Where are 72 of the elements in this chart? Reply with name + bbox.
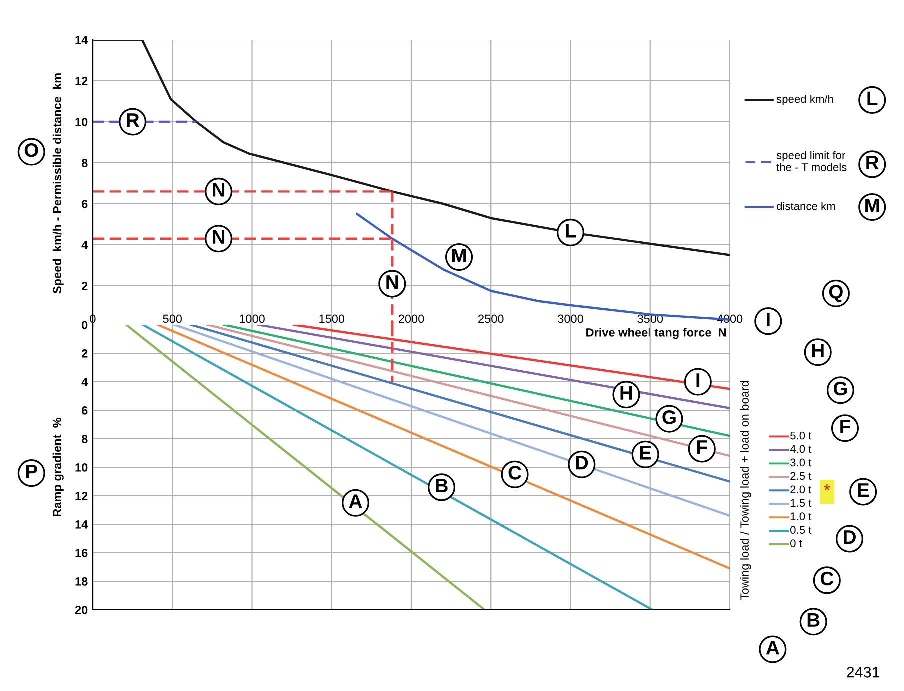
y-tick-label: 2 [82,282,88,290]
annotation: A [349,494,362,508]
y-tick-label: 10 [76,464,88,472]
legend-label: 1.0 t [790,512,812,521]
text: H [812,344,824,358]
text: P [26,464,38,478]
x-tick-label: 500 [163,314,182,324]
y-tick-label: 12 [76,492,88,500]
legend-label: 0 t [790,540,802,548]
y-tick-label: 6 [82,200,88,208]
y-axis-title: Speed km/h - Permissible distance km [52,74,64,294]
y-tick-label: 6 [82,406,88,415]
annotation: D [576,456,588,470]
y-tick-label: 8 [82,435,88,444]
y-tick-label: 14 [76,520,88,529]
annotation: B [436,479,448,492]
legend-label: 4.0 t [790,445,812,454]
x-tick-label: 2500 [478,314,504,324]
annotation: N [213,183,225,197]
x-tick-label: 3000 [558,314,584,324]
text: C [820,572,834,586]
x-axis-title: Drive wheel tang force N [586,328,726,340]
y-tick-label: 0 [82,321,88,330]
text: 2431 [847,667,880,678]
legend-label: 2.0 t [790,486,812,494]
text: G [834,382,848,396]
text: A [766,641,780,655]
text: I [767,312,770,326]
text: O [24,143,38,158]
legend-label: distance km [777,202,836,210]
text: * [824,484,830,491]
annotation: L [566,224,576,238]
legend-label: 3.0 t [790,458,812,467]
y-tick-label: 4 [82,241,88,250]
text: B [808,614,820,627]
legend-label: speed limit for the - T models [776,151,847,172]
annotation: I [696,374,700,388]
annotation: N [386,276,398,289]
annotation: E [640,446,652,460]
annotation: C [508,466,522,480]
y-tick-label: 12 [76,77,88,86]
annotation: N [213,230,225,244]
y-tick-label: 16 [76,549,88,558]
legend-label: 5.0 t [790,432,812,440]
annotation: H [620,386,632,400]
legend-title: Towing load / Towing load + load on board [740,381,752,600]
y-tick-label: 14 [76,36,88,44]
y-tick-label: 4 [82,378,88,386]
legend-label: speed km/h [776,95,834,106]
annotation: F [697,440,708,454]
y-tick-label: 8 [82,159,88,168]
y-tick-label: 2 [82,350,88,358]
text: L [868,92,878,106]
text: D [844,530,856,544]
y-tick-label: 20 [75,606,88,614]
x-tick-label: 2000 [398,314,424,324]
x-tick-label: 1500 [320,314,345,324]
annotation: R [127,114,140,128]
annotation: G [662,410,676,424]
text: E [858,484,870,498]
text: Q [829,285,843,303]
y-axis-title: Ramp gradient % [52,418,64,517]
annotation: M [452,248,466,262]
text: F [840,420,850,434]
y-tick-label: 10 [76,118,88,126]
legend-label: 1.5 t [790,499,812,508]
legend-label: 0.5 t [790,526,812,534]
legend-label: 2.5 t [790,472,812,480]
y-tick-label: 18 [76,578,88,586]
text: R [866,156,879,170]
x-tick-label: 1000 [240,314,265,324]
text: M [866,198,880,212]
